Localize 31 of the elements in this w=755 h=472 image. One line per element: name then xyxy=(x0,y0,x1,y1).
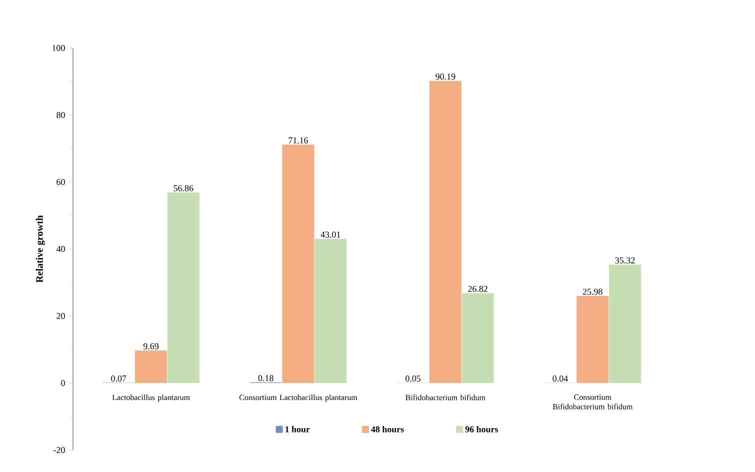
bar xyxy=(576,296,609,383)
y-tick-label: 100 xyxy=(52,44,65,52)
y-axis-title: Relative growth xyxy=(36,215,45,283)
bar xyxy=(167,192,200,383)
data-label: 43.01 xyxy=(320,232,340,238)
bar xyxy=(314,238,347,383)
legend-label: 1 hour xyxy=(286,426,310,432)
y-tick-label: -20 xyxy=(54,446,65,454)
bar xyxy=(608,264,641,383)
bar xyxy=(462,293,494,383)
data-label: 0.04 xyxy=(552,376,568,382)
y-tick-label: 60 xyxy=(56,178,65,186)
data-label: 0.05 xyxy=(406,376,421,382)
bar xyxy=(282,144,314,383)
y-tick-label: 20 xyxy=(56,312,65,320)
data-label: 9.69 xyxy=(143,343,158,350)
data-label: 0.18 xyxy=(258,375,274,382)
bar xyxy=(429,80,462,383)
legend-label: 48 hours xyxy=(371,426,404,432)
data-label: 0.07 xyxy=(111,375,126,382)
legend-label: 96 hours xyxy=(465,426,498,432)
y-tick-label: 80 xyxy=(56,112,65,118)
data-label: 71.16 xyxy=(288,137,308,144)
bar xyxy=(135,350,168,383)
data-label: 25.98 xyxy=(582,288,602,295)
data-label: 35.32 xyxy=(615,257,635,264)
data-label: 90.19 xyxy=(436,74,456,80)
y-tick-label: 0 xyxy=(61,380,65,386)
data-label: 56.86 xyxy=(174,185,194,192)
y-tick-label: 40 xyxy=(56,246,65,252)
data-label: 26.82 xyxy=(468,286,488,292)
